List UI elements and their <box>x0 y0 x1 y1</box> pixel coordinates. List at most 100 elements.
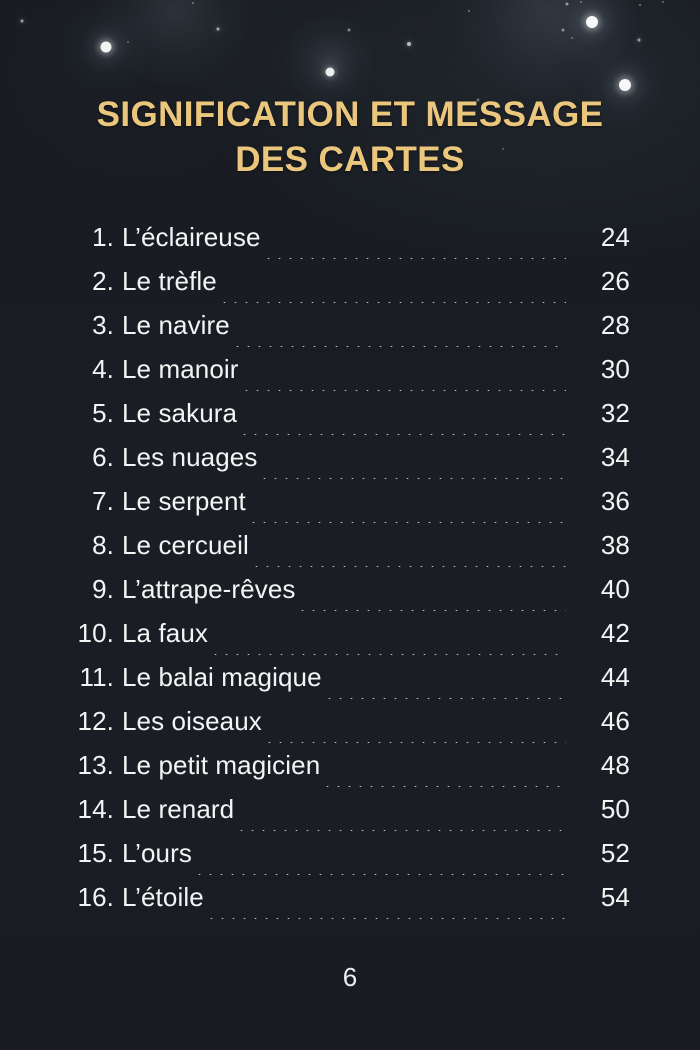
toc-row-title[interactable]: La faux <box>122 618 208 648</box>
toc-row-title[interactable]: L’étoile <box>122 882 204 912</box>
toc-row-index: 13. <box>77 750 114 780</box>
toc-row-title[interactable]: Le navire <box>122 310 230 340</box>
toc-row[interactable]: 10. La faux 42 <box>70 618 630 662</box>
toc-row-page-number: 32 <box>600 398 630 428</box>
star-icon <box>561 28 565 32</box>
toc-row-page-number: 46 <box>600 706 630 736</box>
toc-row[interactable]: 15. L’ours 52 <box>70 838 630 882</box>
star-icon <box>637 38 641 42</box>
toc-row-page-number: 54 <box>600 882 630 912</box>
toc-row-index: 1. <box>92 222 114 252</box>
toc-row-dot-leader <box>240 830 566 831</box>
star-icon <box>192 2 194 4</box>
star-icon <box>571 37 573 39</box>
toc-row-title[interactable]: L’attrape-rêves <box>122 574 296 604</box>
toc-row[interactable]: 11. Le balai magique 44 <box>70 662 630 706</box>
toc-row[interactable]: 1. L’éclaireuse 24 <box>70 222 630 266</box>
star-icon <box>619 79 631 91</box>
toc-row-dot-leader <box>243 434 566 435</box>
star-icon <box>580 1 582 3</box>
star-icon <box>662 1 664 3</box>
toc-row[interactable]: 7. Le serpent 36 <box>70 486 630 530</box>
toc-row-index: 14. <box>77 794 114 824</box>
star-icon <box>347 28 351 32</box>
star-icon <box>127 41 129 43</box>
toc-row-index: 6. <box>92 442 114 472</box>
toc-row-page-number: 34 <box>600 442 630 472</box>
toc-row-dot-leader <box>326 786 566 787</box>
toc-row[interactable]: 3. Le navire 28 <box>70 310 630 354</box>
toc-row-title[interactable]: Le manoir <box>122 354 239 384</box>
toc-row-dot-leader <box>266 258 566 259</box>
page-title-line-1: SIGNIFICATION ET MESSAGE <box>96 95 604 134</box>
star-icon <box>216 27 220 31</box>
toc-row-title[interactable]: Le petit magicien <box>122 750 321 780</box>
toc-row-dot-leader <box>214 654 566 655</box>
toc-row-index: 8. <box>92 530 114 560</box>
star-icon <box>639 4 641 6</box>
toc-row[interactable]: 6. Les nuages 34 <box>70 442 630 486</box>
toc-row-title[interactable]: Le renard <box>122 794 235 824</box>
toc-row-index: 12. <box>77 706 114 736</box>
nebula-glow <box>455 0 635 98</box>
toc-row-page-number: 48 <box>600 750 630 780</box>
toc-row-page-number: 30 <box>600 354 630 384</box>
toc-row-dot-leader <box>254 566 566 567</box>
star-icon <box>325 67 335 77</box>
star-icon <box>565 2 569 6</box>
toc-row[interactable]: 12. Les oiseaux 46 <box>70 706 630 750</box>
toc-row[interactable]: 5. Le sakura 32 <box>70 398 630 442</box>
toc-row-title[interactable]: Le balai magique <box>122 662 322 692</box>
toc-row[interactable]: 16. L’étoile 54 <box>70 882 630 926</box>
toc-row-title[interactable]: Les oiseaux <box>122 706 262 736</box>
page-title-line-2: DES CARTES <box>235 140 465 179</box>
toc-row-dot-leader <box>235 346 566 347</box>
toc-row-page-number: 50 <box>600 794 630 824</box>
toc-row-index: 2. <box>92 266 114 296</box>
page-title: SIGNIFICATION ET MESSAGE DES CARTES <box>0 92 700 182</box>
toc-row-dot-leader <box>222 302 566 303</box>
toc-row[interactable]: 2. Le trèfle 26 <box>70 266 630 310</box>
toc-row-index: 11. <box>79 662 114 692</box>
toc-row-dot-leader <box>244 390 566 391</box>
toc-row-dot-leader <box>263 478 566 479</box>
toc-row-page-number: 38 <box>600 530 630 560</box>
nebula-glow <box>100 0 250 85</box>
toc-row-dot-leader <box>209 918 566 919</box>
toc-row-dot-leader <box>251 522 566 523</box>
star-icon <box>407 42 411 46</box>
toc-row-title[interactable]: Le sakura <box>122 398 238 428</box>
table-of-contents: 1. L’éclaireuse 24 2. Le trèfle 26 3. Le navire… <box>70 222 630 926</box>
star-icon <box>20 19 24 23</box>
toc-row-page-number: 52 <box>600 838 630 868</box>
toc-row-title[interactable]: L’ours <box>122 838 192 868</box>
toc-row-index: 3. <box>92 310 114 340</box>
toc-row-page-number: 36 <box>600 486 630 516</box>
toc-row-index: 10. <box>77 618 114 648</box>
toc-row-dot-leader <box>301 610 566 611</box>
toc-row[interactable]: 8. Le cercueil 38 <box>70 530 630 574</box>
toc-row-index: 4. <box>92 354 114 384</box>
toc-row-page-number: 44 <box>600 662 630 692</box>
toc-row-index: 7. <box>92 486 114 516</box>
toc-row-index: 5. <box>92 398 114 428</box>
toc-row-page-number: 42 <box>600 618 630 648</box>
toc-row[interactable]: 13. Le petit magicien 48 <box>70 750 630 794</box>
toc-row-page-number: 28 <box>600 310 630 340</box>
toc-row-page-number: 26 <box>600 266 630 296</box>
toc-row-title[interactable]: L’éclaireuse <box>122 222 261 252</box>
toc-row-page-number: 40 <box>600 574 630 604</box>
toc-row-index: 15. <box>77 838 114 868</box>
toc-row-title[interactable]: Le trèfle <box>122 266 217 296</box>
toc-row-title[interactable]: Les nuages <box>122 442 258 472</box>
toc-row-dot-leader <box>267 742 566 743</box>
toc-row-title[interactable]: Le serpent <box>122 486 246 516</box>
star-icon <box>586 16 598 28</box>
toc-row-dot-leader <box>327 698 566 699</box>
toc-row[interactable]: 4. Le manoir 30 <box>70 354 630 398</box>
toc-row[interactable]: 14. Le renard 50 <box>70 794 630 838</box>
toc-row[interactable]: 9. L’attrape-rêves 40 <box>70 574 630 618</box>
toc-row-index: 9. <box>92 574 114 604</box>
toc-row-title[interactable]: Le cercueil <box>122 530 249 560</box>
